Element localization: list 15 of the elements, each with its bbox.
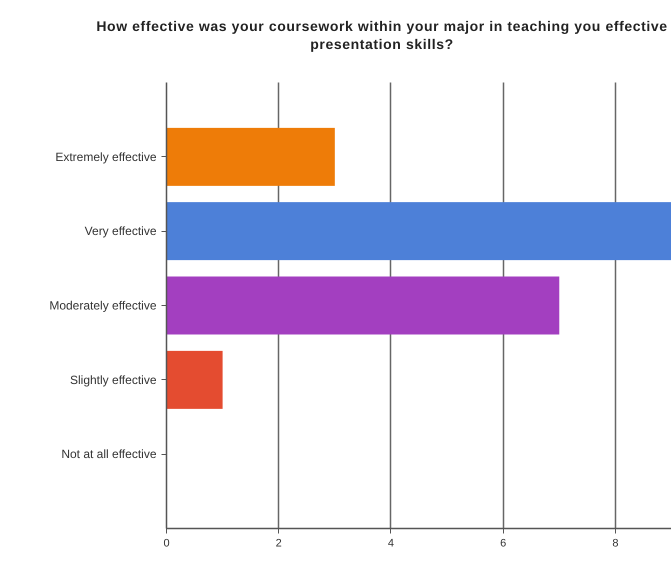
y-tick-label: Extremely effective <box>55 150 157 164</box>
y-tick-label: Very effective <box>84 224 157 238</box>
chart-title: How effective was your coursework within your major in teaching you effective presentation skills? <box>95 17 669 53</box>
x-tick-label: 6 <box>500 538 506 550</box>
bar <box>166 202 671 260</box>
y-tick-label: Slightly effective <box>70 372 157 387</box>
bar <box>166 128 335 186</box>
x-tick-label: 4 <box>388 538 394 550</box>
x-tick-label: 0 <box>163 538 170 550</box>
y-tick-label: Moderately effective <box>49 298 157 312</box>
bar <box>166 276 560 334</box>
bar <box>166 350 223 409</box>
x-tick-label: 2 <box>276 538 282 550</box>
y-tick-label: Not at all effective <box>61 447 157 462</box>
x-tick-label: 8 <box>612 538 618 550</box>
